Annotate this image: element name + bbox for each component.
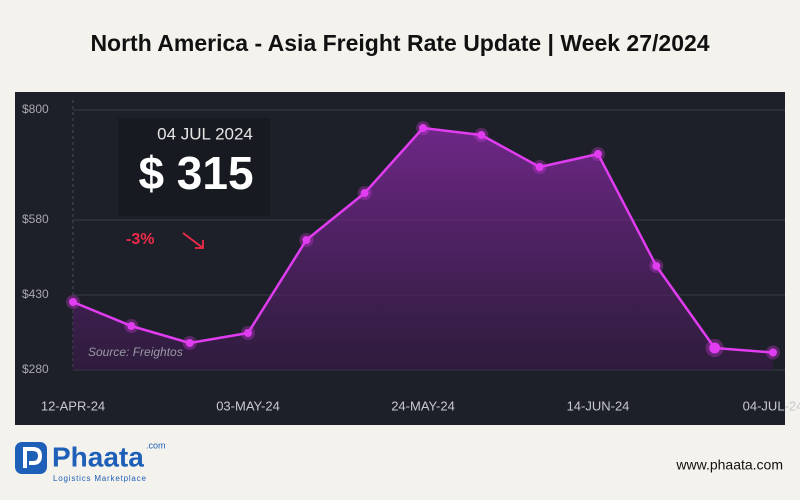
point [360,189,369,197]
point [594,150,602,158]
callout-date: 04 JUL 2024 [157,124,253,143]
area [73,128,773,370]
y-tick-label: $430 [22,287,49,301]
point [709,342,721,354]
website: www.phaata.com [675,457,783,473]
logo-icon [15,442,47,474]
down-arrow [182,232,204,249]
point [477,131,486,139]
y-tick-label: $580 [22,212,49,226]
y-tick-label: $800 [22,102,49,116]
x-tick-label: 04-JUL-24 [743,398,800,413]
logo-text: Phaata [52,441,144,472]
x-tick-label: 12-APR-24 [41,398,105,413]
x-tick-label: 24-MAY-24 [391,398,455,413]
logo-suffix: .com [146,440,166,450]
callout-price: $ 315 [138,147,253,199]
point [419,124,427,132]
point [769,348,777,357]
point [244,329,252,337]
point [127,322,136,330]
point [652,262,661,270]
source: Source: Freightos [88,345,183,359]
point [185,339,194,347]
point [302,236,311,244]
y-tick-label: $280 [22,362,49,376]
logo-glyph [23,447,43,468]
callout-change: -3% [126,231,154,248]
x-tick-label: 14-JUN-24 [567,398,630,413]
x-tick-label: 03-MAY-24 [216,398,280,413]
point [535,163,544,171]
callout-box [118,118,270,216]
point [69,298,77,306]
chart-title: North America - Asia Freight Rate Update… [90,30,709,56]
logo-tagline: Logistics Marketplace [53,474,147,483]
